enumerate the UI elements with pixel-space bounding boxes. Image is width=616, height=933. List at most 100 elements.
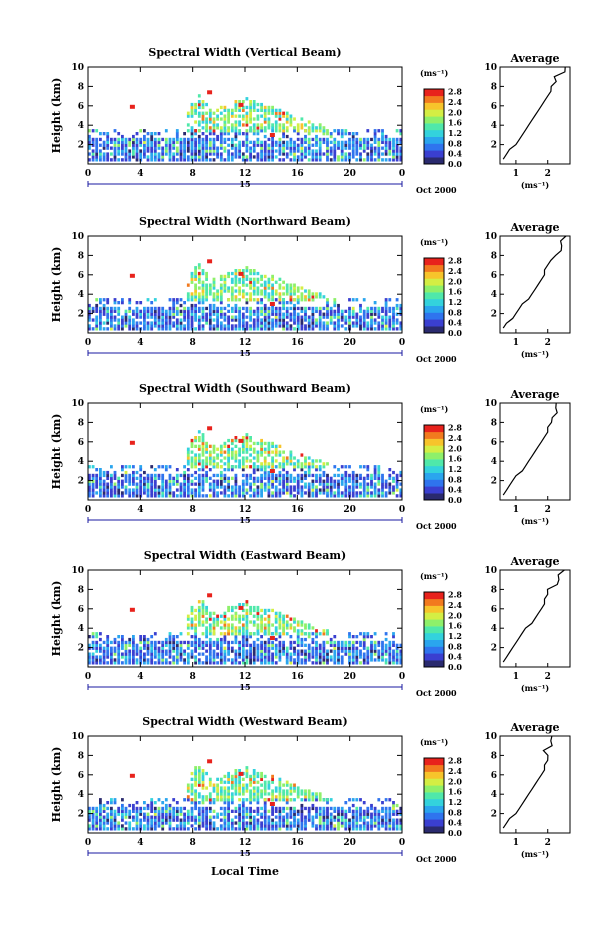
heatmap-cell	[132, 143, 135, 147]
heatmap-cell	[230, 126, 234, 130]
heatmap-cell	[106, 635, 110, 639]
heatmap-cell	[285, 117, 289, 121]
heatmap-cell	[139, 129, 143, 133]
x-tick-label: 8	[190, 169, 196, 179]
heatmap-cell	[300, 473, 304, 478]
heatmap-cell	[234, 605, 238, 610]
heatmap-cell	[304, 795, 307, 799]
heatmap-cell	[333, 146, 337, 150]
heatmap-cell	[234, 303, 238, 308]
heatmap-cell	[351, 306, 355, 311]
heatmap-cell	[267, 652, 271, 656]
heatmap-cell	[212, 459, 216, 463]
heatmap-cell	[318, 818, 322, 822]
heatmap-cell	[395, 318, 399, 322]
heatmap-cell	[370, 494, 373, 498]
heatmap-cell	[234, 780, 238, 784]
heatmap-cell	[304, 806, 307, 811]
heatmap-cell	[208, 456, 212, 460]
heatmap-cell	[293, 155, 296, 159]
heatmap-cell	[392, 479, 395, 483]
y-tick-label: 8	[78, 82, 84, 92]
heatmap-cell	[263, 129, 267, 133]
heatmap-cell	[278, 780, 282, 784]
y-tick-label: 6	[78, 102, 84, 112]
heatmap-cell	[267, 117, 271, 121]
heatmap-cell	[219, 632, 223, 636]
heatmap-cell	[227, 649, 230, 653]
heatmap-cell	[388, 140, 392, 144]
heatmap-cell	[274, 643, 278, 647]
heatmap-cell	[392, 632, 395, 636]
heatmap-cell	[293, 789, 296, 793]
heatmap-cell	[113, 485, 117, 489]
heatmap-cell	[399, 137, 403, 142]
heatmap-cell	[359, 152, 362, 156]
heatmap-cell	[219, 295, 223, 299]
heatmap-cell	[99, 152, 102, 156]
heatmap-cell	[128, 315, 132, 319]
heatmap-cell	[260, 482, 263, 486]
heatmap-cell	[216, 152, 219, 156]
heatmap-cell	[377, 137, 381, 142]
heatmap-cell	[351, 661, 355, 665]
heatmap-cell	[183, 470, 186, 475]
heatmap-cell	[227, 476, 230, 480]
heatmap-cell	[256, 271, 260, 276]
heatmap-cell	[183, 806, 186, 811]
heatmap-cell	[296, 327, 300, 331]
heatmap-cell	[208, 611, 212, 615]
heatmap-cell	[381, 640, 384, 645]
heatmap-cell	[333, 815, 337, 819]
average-frame	[499, 735, 571, 834]
heatmap-cell	[197, 292, 201, 296]
heatmap-cell	[384, 479, 388, 483]
colorbar-segment	[424, 486, 444, 494]
heatmap-cell	[194, 629, 197, 633]
heatmap-cell	[381, 306, 384, 311]
heatmap-cell	[194, 798, 197, 802]
heatmap-cell	[168, 321, 172, 325]
heatmap-cell	[370, 485, 373, 489]
heatmap-cell	[326, 309, 329, 313]
heatmap-cell	[362, 821, 366, 825]
heatmap-cell	[99, 143, 102, 147]
heatmap-cell	[216, 447, 219, 451]
heatmap-cell	[351, 140, 355, 144]
heatmap-cell	[161, 146, 165, 150]
heatmap-cell	[234, 494, 238, 498]
heatmap-cell	[121, 327, 124, 331]
heatmap-cell	[106, 649, 110, 653]
heatmap-cell	[205, 798, 208, 802]
avg-x-tick-label: 1	[513, 505, 519, 515]
heatmap-cell	[238, 306, 241, 311]
heatmap-cell	[311, 632, 315, 636]
heatmap-cell	[245, 266, 249, 270]
heatmap-cell	[190, 114, 194, 118]
colorbar-segment	[424, 819, 444, 827]
heatmap-cell	[388, 655, 392, 659]
heatmap-cell	[164, 129, 168, 133]
heatmap-cell	[194, 646, 197, 650]
heatmap-cell	[175, 643, 179, 647]
heatmap-cell	[260, 494, 263, 498]
avg-x-tick-label: 2	[545, 838, 551, 848]
heatmap-cell	[307, 806, 311, 811]
heatmap-cell	[370, 309, 373, 313]
heatmap-cell	[340, 824, 344, 828]
heatmap-cell	[241, 105, 245, 110]
heatmap-cell	[381, 315, 384, 319]
heatmap-cell	[395, 152, 399, 156]
heatmap-cell	[384, 824, 388, 828]
colorbar-segment	[424, 89, 444, 97]
heatmap-cell	[381, 318, 384, 322]
heatmap-cell	[249, 795, 252, 799]
colorbar-tick-label: 1.2	[448, 297, 462, 307]
heatmap-cell	[216, 494, 219, 498]
heatmap-cell	[381, 152, 384, 156]
heatmap-cell	[278, 306, 282, 311]
heatmap-cell	[249, 661, 252, 665]
heatmap-cell	[150, 806, 154, 811]
heatmap-cell	[366, 482, 370, 486]
heatmap-cell	[351, 149, 355, 153]
